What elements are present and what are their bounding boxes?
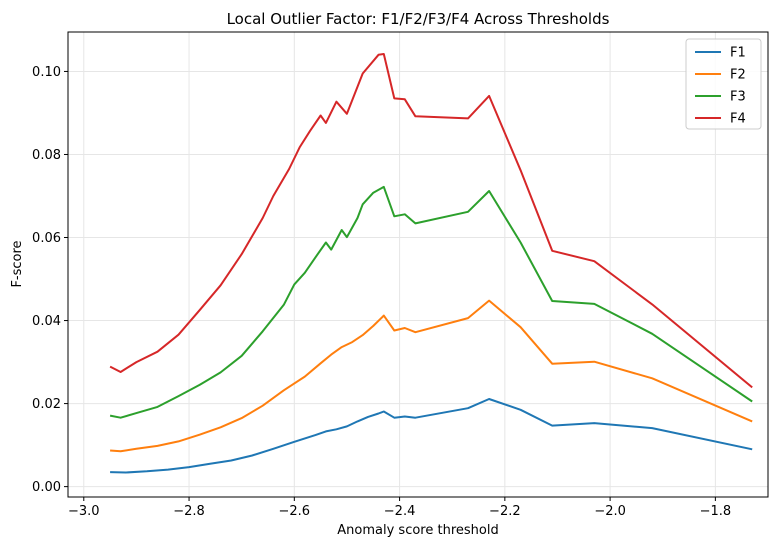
grid-lines xyxy=(68,32,768,497)
legend-label-f1: F1 xyxy=(730,46,746,61)
y-axis: 0.00 0.02 0.04 0.06 0.08 0.10 xyxy=(32,65,68,495)
y-tick-label: 0.08 xyxy=(32,148,61,163)
chart-title: Local Outlier Factor: F1/F2/F3/F4 Across… xyxy=(227,10,610,28)
y-axis-label: F-score xyxy=(10,240,25,287)
x-tick-label: −1.8 xyxy=(700,504,732,519)
legend-label-f4: F4 xyxy=(730,112,746,127)
legend-label-f3: F3 xyxy=(730,90,746,105)
series-layer xyxy=(109,53,753,474)
x-tick-label: −2.6 xyxy=(279,504,311,519)
series-line-f1 xyxy=(110,398,753,474)
x-axis-label: Anomaly score threshold xyxy=(337,523,498,538)
x-axis: −3.0 −2.8 −2.6 −2.4 −2.2 −2.0 −1.8 xyxy=(68,497,731,519)
x-tick-label: −3.0 xyxy=(68,504,100,519)
y-tick-label: 0.10 xyxy=(32,65,61,80)
series-line-f4 xyxy=(109,53,753,389)
series-line-f2 xyxy=(110,299,753,453)
x-tick-label: −2.8 xyxy=(173,504,205,519)
y-tick-label: 0.00 xyxy=(32,480,61,495)
x-tick-label: −2.0 xyxy=(594,504,626,519)
legend-label-f2: F2 xyxy=(730,68,746,83)
legend: F1 F2 F3 F4 xyxy=(685,38,762,130)
y-tick-label: 0.04 xyxy=(32,314,61,329)
legend-box xyxy=(685,38,762,130)
y-tick-label: 0.06 xyxy=(32,231,61,246)
x-tick-label: −2.4 xyxy=(384,504,416,519)
plot-frame xyxy=(67,31,769,498)
y-tick-label: 0.02 xyxy=(32,397,61,412)
x-tick-label: −2.2 xyxy=(489,504,521,519)
series-line-f3 xyxy=(109,185,753,419)
